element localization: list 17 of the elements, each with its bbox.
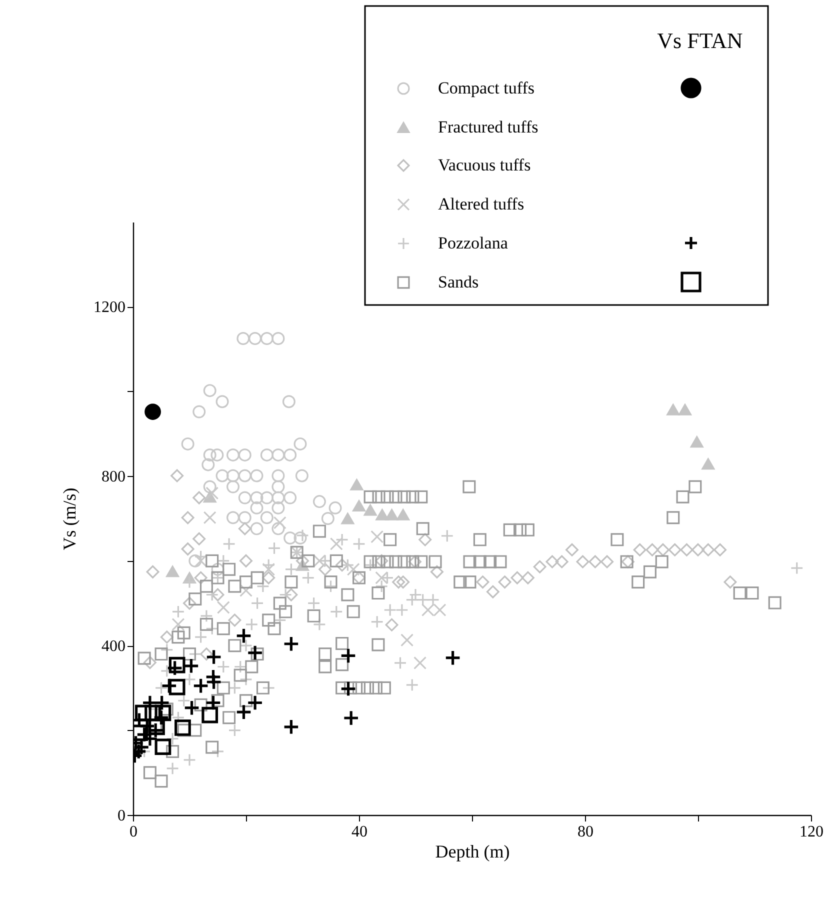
legend-label: Vacuous tuffs	[438, 156, 531, 174]
legend-label: Pozzolana	[438, 234, 508, 252]
y-tick-label: 800	[102, 468, 126, 486]
legend-label: Fractured tuffs	[438, 118, 538, 136]
x-tick-label: 80	[578, 824, 594, 840]
x-tick-label: 0	[130, 824, 138, 840]
x-axis-title: Depth (m)	[435, 842, 510, 862]
y-tick-label: 1200	[94, 299, 126, 316]
y-tick-label: 400	[102, 638, 126, 656]
legend-label: Compact tuffs	[438, 78, 534, 98]
x-tick-label: 120	[800, 824, 824, 840]
legend-title: Vs FTAN	[657, 28, 743, 53]
y-tick-label: 0	[118, 808, 126, 824]
y-axis-title: Vs (m/s)	[60, 488, 80, 550]
legend-label: Sands	[438, 272, 479, 292]
legend-label: Altered tuffs	[438, 194, 524, 214]
x-tick-label: 40	[352, 824, 368, 840]
